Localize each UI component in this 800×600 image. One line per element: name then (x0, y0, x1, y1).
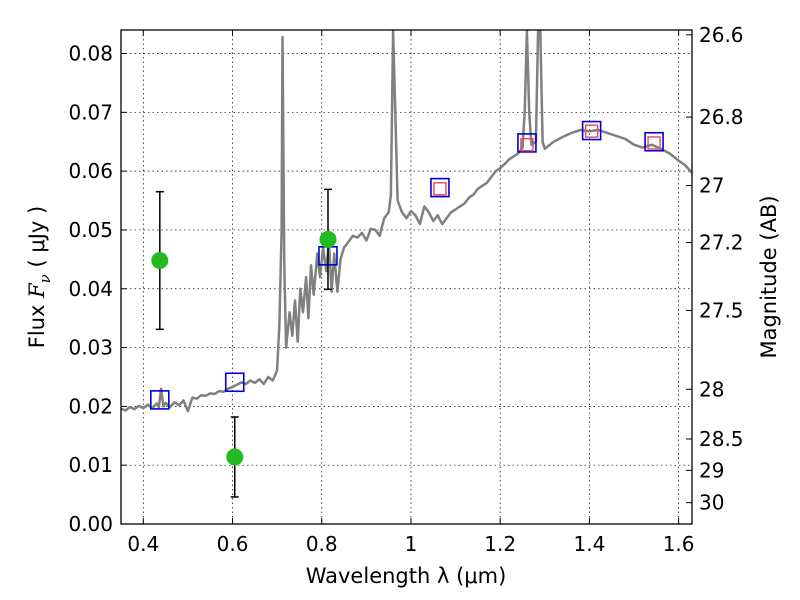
model-flux-square (644, 131, 664, 152)
mag-tick-label: 30 (699, 491, 724, 515)
x-tick-label: 1.2 (484, 532, 516, 556)
grid (121, 30, 692, 525)
y-tick-label: 0.00 (68, 512, 113, 536)
y-tick-label: 0.04 (68, 277, 113, 301)
observed-flux-point (319, 230, 337, 248)
y-axis-title-subscript: ν (36, 274, 54, 283)
y-tick-label: 0.03 (68, 336, 113, 360)
y-axis-title-symbol: F (25, 282, 49, 299)
y-axis-title-unit: ( μJy ) (25, 206, 49, 274)
x-axis-title: Wavelength λ (μm) (306, 564, 507, 588)
model-flux-square (224, 372, 245, 393)
y-tick-label: 0.01 (68, 453, 113, 477)
model-flux-square (581, 120, 602, 141)
observed-flux-square (520, 137, 534, 152)
x-tick-label: 1 (405, 532, 418, 556)
model-flux-square (150, 390, 170, 410)
y-tick-label: 0.05 (68, 218, 113, 242)
y-tick-label: 0.06 (68, 159, 113, 183)
model-flux-square (430, 177, 450, 198)
mag-tick-label: 26.8 (699, 105, 744, 129)
series (121, 30, 692, 498)
model-flux-square (517, 133, 537, 153)
observed-flux-square (647, 136, 661, 150)
x-tick-label: 0.6 (217, 532, 249, 556)
mag-tick-label: 27 (699, 174, 724, 198)
mag-tick-label: 26.6 (699, 23, 744, 47)
x-tick-label: 1.6 (663, 532, 695, 556)
y-tick-label: 0.07 (68, 100, 113, 124)
mag-tick-label: 28 (699, 377, 724, 401)
observed-flux-square (433, 182, 447, 196)
y-axis-title-right: Magnitude (AB) (757, 195, 781, 358)
y-tick-label: 0.02 (68, 394, 113, 418)
y-tick-label: 0.08 (68, 42, 113, 66)
observed-flux-point (151, 252, 169, 270)
axes: 0.4 0.6 0.8 1 1.2 1.4 1.6 0.00 0.01 0.02 0.03 0.04 0… (68, 23, 743, 556)
mag-tick-label: 27.5 (699, 298, 744, 322)
mag-tick-label: 29 (699, 458, 724, 482)
x-tick-label: 0.8 (306, 532, 338, 556)
observed-flux-square (584, 124, 599, 138)
plot-frame (120, 29, 693, 525)
y-axis-title-prefix: Flux (25, 298, 49, 348)
mag-tick-label: 28.5 (699, 427, 744, 451)
observed-flux-point (226, 448, 244, 466)
mag-tick-label: 27.2 (699, 231, 744, 255)
x-tick-label: 1.4 (573, 532, 605, 556)
y-axis-title-left: Flux Fν ( μJy ) (25, 206, 54, 348)
x-tick-label: 0.4 (127, 532, 159, 556)
model-sed-line (121, 30, 692, 413)
